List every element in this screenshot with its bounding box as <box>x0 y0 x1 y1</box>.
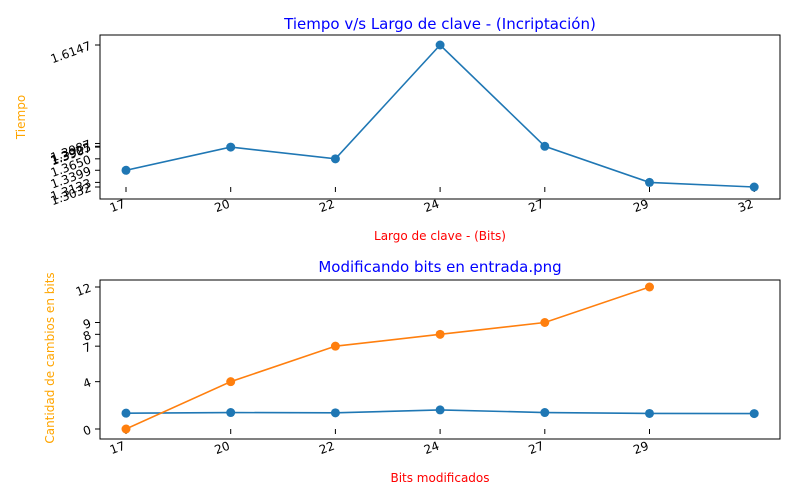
bottom-data-point <box>645 282 654 292</box>
bottom-y-tick-label: 7 <box>81 340 93 356</box>
bottom-data-point <box>330 408 340 418</box>
bottom-series-line <box>125 286 650 430</box>
top-x-tick-label: 24 <box>422 197 441 215</box>
bottom-chart-title: Modificando bits en entrada.png <box>318 258 561 276</box>
top-x-tick-label: 27 <box>527 197 546 215</box>
bottom-data-point <box>540 318 550 327</box>
bottom-x-tick-label: 29 <box>631 439 650 457</box>
top-data-point <box>330 154 340 164</box>
top-chart-title: Tiempo v/s Largo de clave - (Incriptació… <box>283 15 596 33</box>
top-x-ticks: 17 20 22 24 27 29 32 <box>108 187 755 215</box>
top-data-point <box>749 182 759 192</box>
bottom-x-tick-label: 24 <box>422 439 441 457</box>
bottom-y-tick-label: 8 <box>81 328 93 344</box>
top-y-axis-label: Tiempo <box>14 95 28 140</box>
top-x-tick-label: 17 <box>108 197 127 215</box>
bottom-data-point <box>121 424 131 434</box>
bottom-data-point <box>330 341 340 351</box>
top-x-tick-label: 22 <box>317 197 336 215</box>
bottom-y-tick-label: 0 <box>81 423 93 439</box>
bottom-x-tick-label: 27 <box>527 439 546 457</box>
top-data-point <box>435 40 445 50</box>
top-data-point <box>226 142 236 152</box>
top-data-point <box>121 165 131 175</box>
bottom-y-tick-label: 4 <box>81 375 93 391</box>
bottom-y-ticks: 0 4 789 12 <box>74 281 100 439</box>
bottom-series <box>121 282 759 434</box>
bottom-data-point <box>645 408 654 418</box>
bottom-y-tick-label: 9 <box>81 316 93 332</box>
bottom-data-point <box>749 409 759 419</box>
bottom-data-point <box>226 408 236 418</box>
bottom-plot-area <box>99 279 781 440</box>
bottom-x-tick-label: 17 <box>108 439 127 457</box>
top-x-tick-label: 32 <box>736 197 755 215</box>
bottom-x-tick-label: 22 <box>317 439 336 457</box>
bottom-data-point <box>435 405 445 415</box>
bottom-data-point <box>226 377 236 387</box>
top-x-tick-label: 20 <box>213 197 232 215</box>
top-chart: Tiempo v/s Largo de clave - (Incriptació… <box>14 15 781 243</box>
bottom-y-tick-label: 12 <box>74 281 93 299</box>
top-plot-area <box>99 34 781 200</box>
bottom-x-tick-label: 20 <box>213 439 232 457</box>
bottom-y-axis-label: Cantidad de cambios en bits <box>43 272 57 443</box>
bottom-x-axis-label: Bits modificados <box>390 471 489 485</box>
top-y-ticks: 1.30321.31331.33991.36501.39071.39251.39… <box>49 39 100 208</box>
top-series <box>121 40 759 192</box>
bottom-chart: Modificando bits en entrada.png 0478912 … <box>43 258 781 485</box>
bottom-data-point <box>121 408 131 418</box>
bottom-data-point <box>540 408 550 418</box>
bottom-data-point <box>435 329 445 339</box>
top-data-point <box>540 141 550 151</box>
top-x-axis-label: Largo de clave - (Bits) <box>374 229 506 243</box>
top-x-tick-label: 29 <box>631 197 650 215</box>
bottom-x-ticks: 17 20 22 24 27 29 <box>108 429 651 457</box>
top-data-point <box>645 177 654 187</box>
top-y-tick-label: 1.6147 <box>49 39 93 67</box>
top-series-line <box>125 43 755 188</box>
